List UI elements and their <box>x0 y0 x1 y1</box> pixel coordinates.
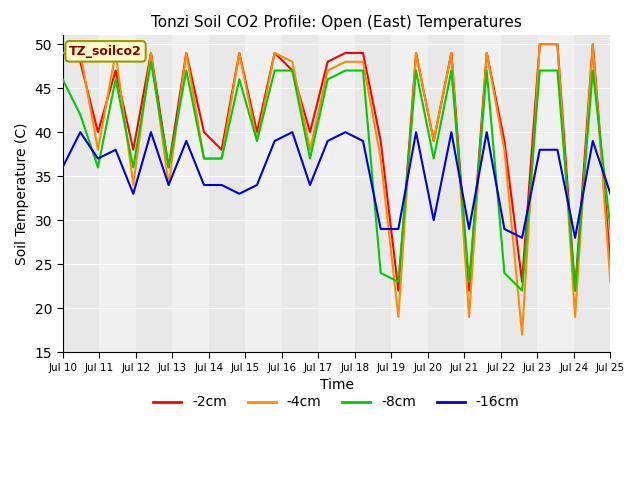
Bar <box>318 36 355 352</box>
Bar <box>355 36 391 352</box>
Bar <box>172 36 209 352</box>
Y-axis label: Soil Temperature (C): Soil Temperature (C) <box>15 122 29 265</box>
Bar <box>136 36 172 352</box>
Bar <box>391 36 428 352</box>
Bar <box>282 36 318 352</box>
Text: TZ_soilco2: TZ_soilco2 <box>69 45 142 58</box>
Title: Tonzi Soil CO2 Profile: Open (East) Temperatures: Tonzi Soil CO2 Profile: Open (East) Temp… <box>151 15 522 30</box>
X-axis label: Time: Time <box>319 378 353 392</box>
Bar <box>538 36 574 352</box>
Bar <box>99 36 136 352</box>
Bar <box>574 36 611 352</box>
Bar <box>209 36 245 352</box>
Bar <box>501 36 538 352</box>
Legend: -2cm, -4cm, -8cm, -16cm: -2cm, -4cm, -8cm, -16cm <box>148 390 525 415</box>
Bar <box>428 36 465 352</box>
Bar <box>465 36 501 352</box>
Bar <box>245 36 282 352</box>
Bar <box>63 36 99 352</box>
